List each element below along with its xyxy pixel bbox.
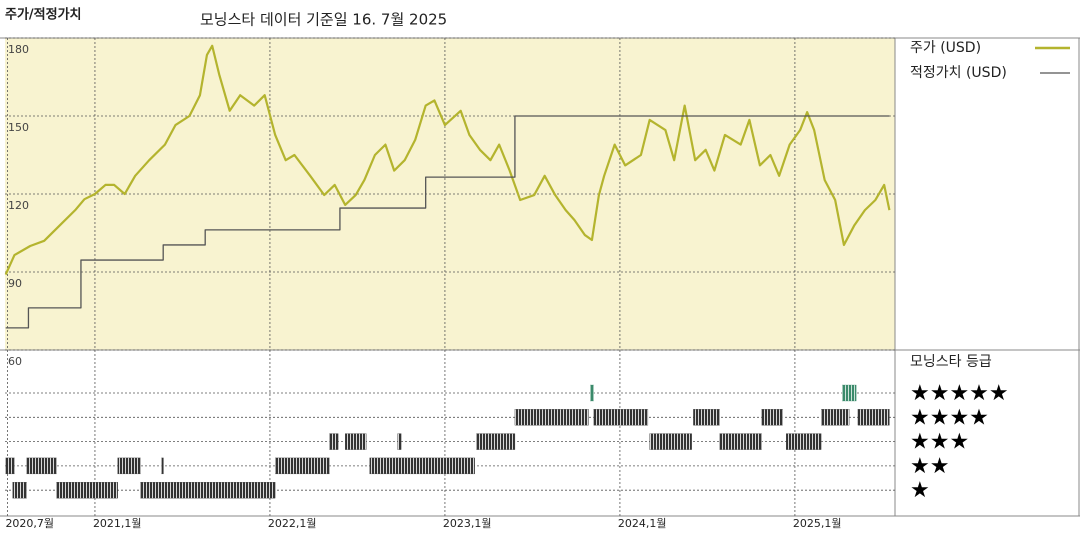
legend-label: 주가 (USD)	[910, 40, 981, 56]
x-tick-label: 2023,1월	[443, 517, 492, 530]
y-tick-label: 90	[8, 277, 22, 290]
rating-segment	[514, 409, 589, 426]
series-line	[4, 44, 891, 276]
rating-segment	[693, 409, 720, 426]
rating-segment	[649, 433, 692, 450]
y-tick-label: 60	[8, 355, 22, 368]
x-tick-label: 2021,1월	[93, 517, 142, 530]
x-tick-label: 2020,7월	[5, 517, 54, 530]
y-tick-label: 180	[8, 43, 29, 56]
rating-segment	[161, 457, 164, 475]
rating-segment	[821, 409, 850, 426]
rating-segment	[397, 433, 402, 450]
rating-segment	[476, 433, 516, 450]
rating-label: ★★	[910, 454, 949, 479]
legend-label: 적정가치 (USD)	[910, 65, 1007, 81]
x-tick-label: 2025,1월	[793, 517, 842, 530]
rating-segment	[857, 409, 890, 426]
rating-segment	[786, 433, 822, 450]
rating-segment	[26, 457, 57, 475]
rating-segment	[593, 409, 649, 426]
rating-label: ★★★★★	[910, 381, 1009, 406]
rating-segment	[842, 384, 857, 402]
rating-segment	[140, 482, 276, 499]
rating-segment	[5, 457, 15, 475]
y-tick-label: 150	[8, 121, 29, 134]
rating-segment	[56, 482, 118, 499]
rating-segment	[590, 384, 594, 402]
x-tick-label: 2024,1월	[618, 517, 667, 530]
rating-segment	[761, 409, 783, 426]
x-tick-label: 2022,1월	[268, 517, 317, 530]
rating-title: 모닝스타 등급	[910, 354, 992, 370]
rating-segment	[719, 433, 762, 450]
chart-title: 주가/적정가치	[5, 7, 82, 23]
rating-segment	[345, 433, 367, 450]
y-tick-label: 120	[8, 199, 29, 212]
series-line	[5, 115, 890, 329]
rating-label: ★★★	[910, 430, 969, 455]
rating-segment	[329, 433, 339, 450]
chart-subtitle: 모닝스타 데이터 기준일 16. 7월 2025	[200, 11, 447, 29]
rating-segment	[12, 482, 27, 499]
rating-label: ★	[910, 478, 930, 503]
rating-segment	[117, 457, 141, 475]
rating-label: ★★★★	[910, 405, 989, 430]
rating-segment	[275, 457, 330, 475]
rating-segment	[369, 457, 475, 475]
